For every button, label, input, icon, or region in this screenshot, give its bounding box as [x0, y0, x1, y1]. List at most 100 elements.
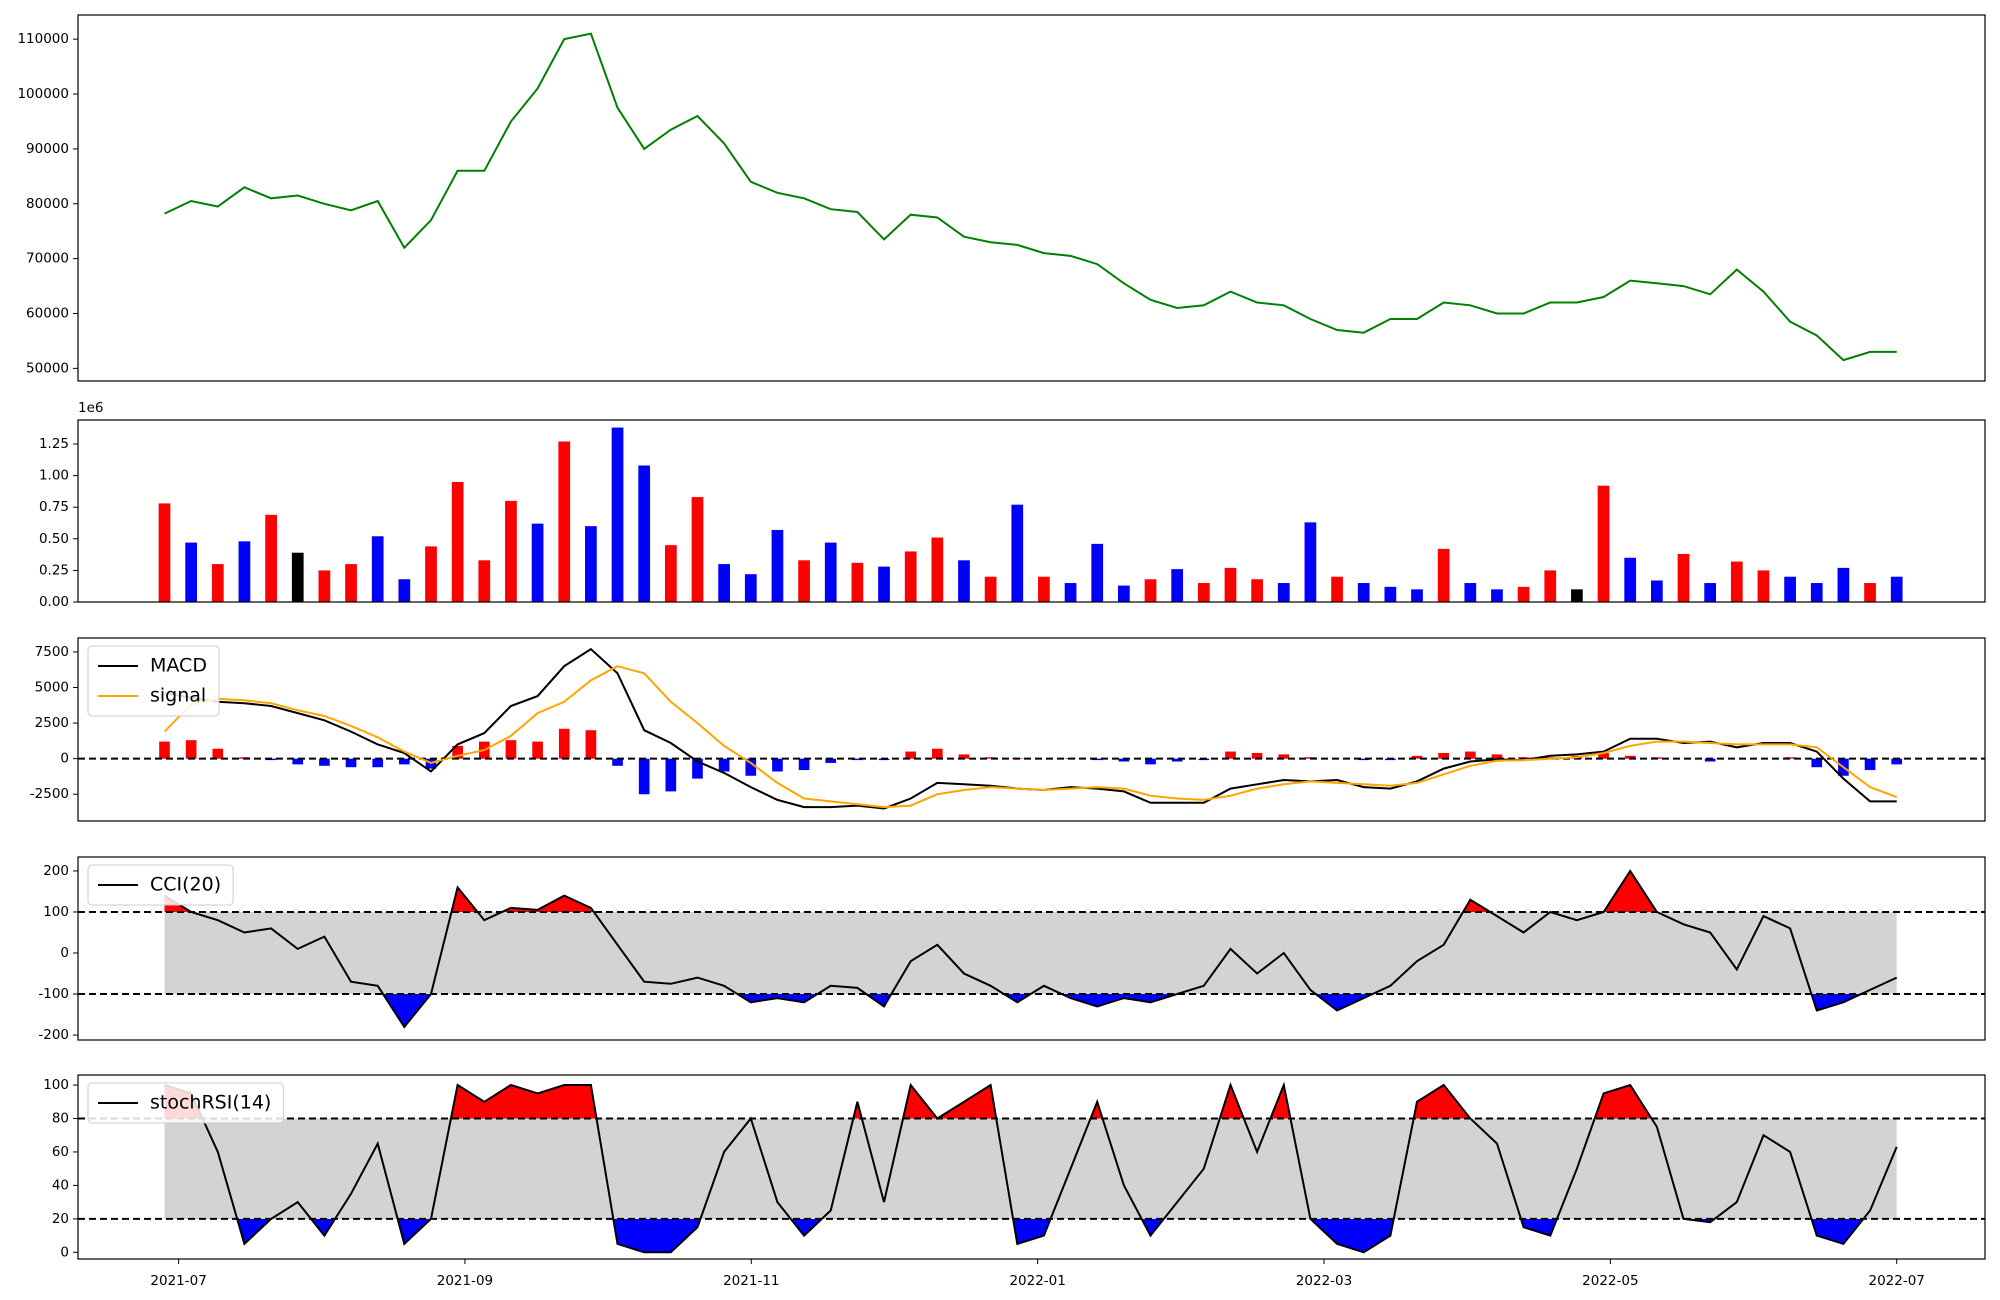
axes-frame	[77, 1074, 1986, 1260]
y-tick-label: 7500	[35, 644, 69, 660]
volume-bar	[744, 574, 757, 602]
histogram-bar	[345, 758, 357, 768]
histogram-bar	[185, 740, 197, 759]
volume-bar	[265, 514, 277, 602]
y-tick-label: 0	[60, 751, 69, 767]
histogram-bar	[1118, 758, 1130, 762]
y-tick-label: 0.00	[39, 594, 69, 610]
volume-bar	[638, 465, 651, 602]
volume-bar	[211, 564, 224, 602]
series-line	[164, 1081, 1898, 1254]
x-tick-label: 2022-07	[1868, 1273, 1924, 1289]
fill-below	[164, 1218, 1897, 1253]
histogram-bar	[1491, 754, 1503, 759]
y-tick-label: 200	[43, 863, 69, 879]
volume-bar	[318, 570, 331, 602]
y-tick-label: 1.25	[39, 436, 69, 452]
y-tick-label: 0	[60, 945, 69, 961]
histogram-bar	[772, 758, 783, 772]
axes-frame	[77, 637, 1986, 822]
histogram-bar	[372, 758, 384, 768]
histogram-bar	[1864, 758, 1876, 771]
axes-frame	[77, 14, 1986, 382]
volume-bar	[585, 526, 597, 602]
volume-bar	[1571, 589, 1583, 602]
axes-frame	[77, 856, 1986, 1041]
histogram-bar	[212, 748, 224, 759]
volume-bar	[558, 441, 571, 602]
histogram-bar	[532, 741, 543, 759]
volume-bar	[345, 564, 357, 602]
legend: stochRSI(14)	[87, 1082, 284, 1124]
volume-bar	[1224, 567, 1237, 602]
y-tick-label: 1.00	[39, 468, 69, 484]
histogram-bar	[452, 745, 463, 759]
y-tick-label: 110000	[17, 31, 69, 47]
y-tick-label: -100	[38, 986, 69, 1002]
y-tick-label: 0.25	[39, 562, 69, 578]
volume-bar	[398, 579, 411, 602]
y-tick-label: 100000	[17, 86, 69, 102]
volume-bar	[664, 545, 677, 602]
histogram-bar	[931, 748, 943, 759]
volume-bar	[1464, 583, 1477, 602]
histogram-bar	[1704, 758, 1716, 762]
volume-bar	[291, 552, 304, 602]
legend-label: MACD	[150, 655, 207, 677]
volume-bar	[1091, 543, 1104, 602]
legend-label: signal	[150, 685, 206, 707]
legend-label: stochRSI(14)	[150, 1092, 271, 1114]
volume-bar	[1890, 576, 1903, 602]
offset-label: 1e6	[78, 400, 103, 416]
volume-bar	[691, 497, 704, 602]
volume-bar	[1011, 504, 1024, 602]
y-tick-label: 100	[43, 904, 69, 920]
histogram-bar	[1784, 757, 1796, 759]
y-tick-label: 2500	[35, 715, 69, 731]
y-tick-label: -2500	[30, 786, 69, 802]
histogram-bar	[292, 758, 304, 765]
volume-bar	[1650, 580, 1663, 602]
histogram-bar	[505, 740, 517, 759]
y-tick-label: 80000	[26, 196, 69, 212]
volume-bar	[1251, 579, 1263, 602]
y-tick-label: 100	[43, 1077, 69, 1093]
histogram-bar	[319, 758, 330, 766]
histogram-bar	[1091, 758, 1103, 761]
series-line	[164, 32, 1897, 362]
volume-bar	[1864, 583, 1876, 602]
volume-bar	[1304, 522, 1317, 602]
legend-box	[87, 864, 234, 906]
histogram-bar	[1438, 752, 1449, 759]
histogram-bar	[958, 754, 970, 759]
histogram-bar	[1891, 758, 1903, 765]
histogram-bar	[159, 741, 170, 759]
y-tick-label: 5000	[35, 680, 69, 696]
histogram-bar	[852, 758, 863, 761]
volume-bar	[904, 551, 917, 602]
histogram-bar	[718, 758, 730, 772]
volume-bar	[1357, 583, 1370, 602]
volume-bar	[1704, 583, 1717, 602]
y-tick-label: 60	[52, 1144, 69, 1160]
histogram-bar	[1278, 754, 1290, 759]
volume-bar	[798, 560, 810, 602]
volume-bar	[824, 542, 837, 602]
volume-bar	[1784, 576, 1796, 602]
histogram-bar	[1145, 758, 1156, 765]
volume-bar	[158, 503, 171, 602]
histogram-bar	[558, 728, 570, 759]
histogram-bar	[585, 730, 597, 759]
y-tick-label: 90000	[26, 141, 69, 157]
legend-box	[87, 1082, 284, 1124]
histogram-bar	[1411, 755, 1423, 759]
y-tick-label: 20	[52, 1211, 69, 1227]
y-tick-label: 50000	[26, 360, 69, 376]
volume-bar	[1384, 586, 1397, 602]
volume-bar	[851, 562, 864, 602]
volume-bar	[1277, 583, 1290, 602]
histogram-bar	[1171, 758, 1183, 762]
volume-bar	[1437, 548, 1450, 602]
neutral-band	[164, 1118, 1897, 1219]
